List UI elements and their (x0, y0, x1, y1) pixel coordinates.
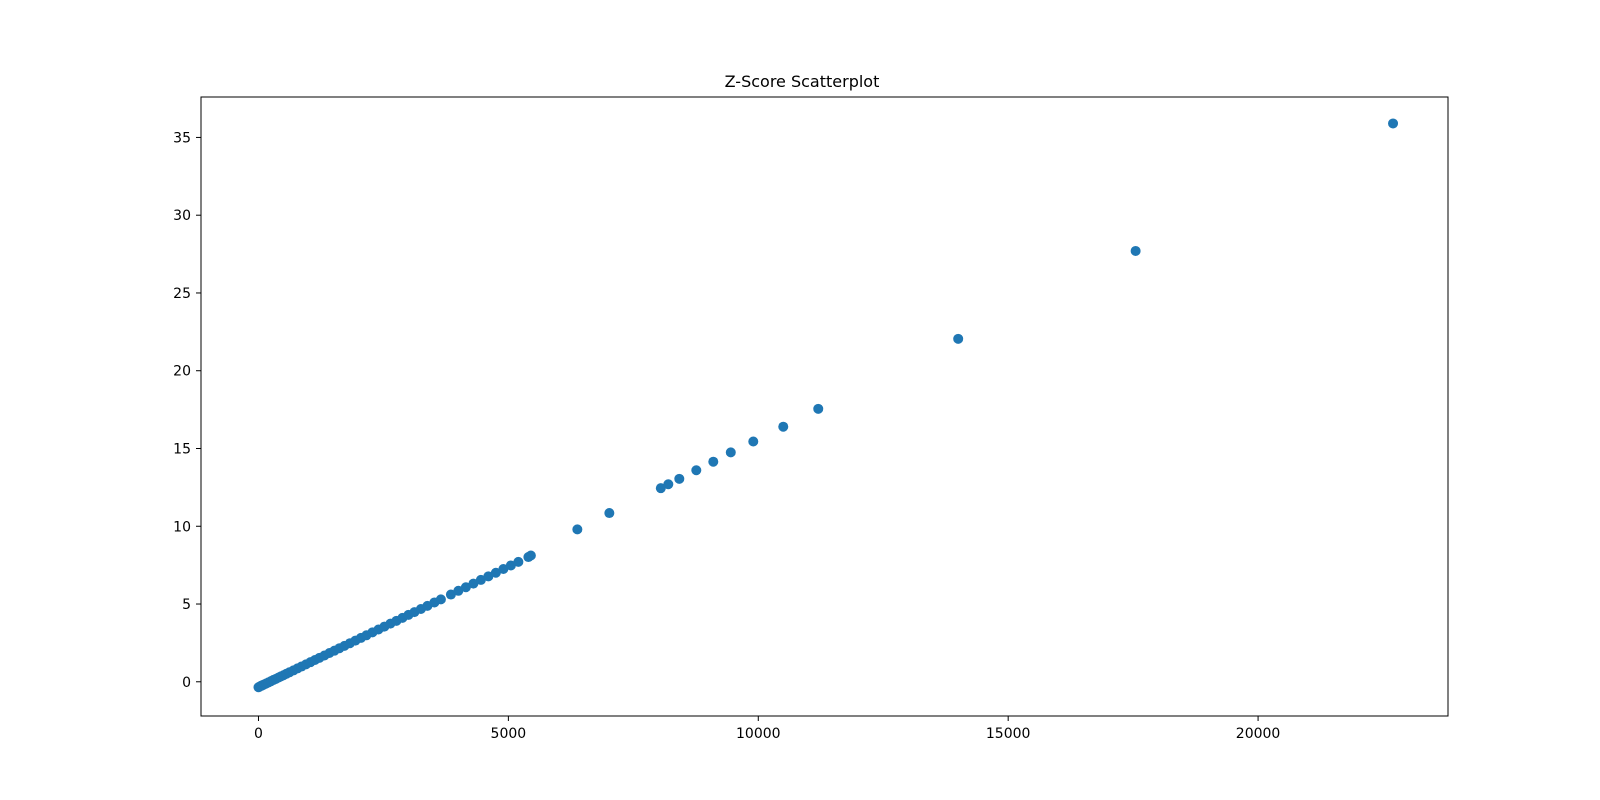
scatter-point (813, 403, 824, 414)
scatter-point (725, 447, 736, 458)
x-axis: 0 5000 10000 15000 20000 (254, 716, 1280, 742)
scatter-point (475, 574, 486, 585)
scatter-point (468, 578, 479, 589)
scatter-point (445, 589, 456, 600)
scatter-points (253, 118, 1399, 693)
x-tick-label: 15000 (986, 726, 1031, 742)
y-tick-label: 30 (173, 208, 191, 224)
scatter-point (691, 465, 702, 476)
scatter-point (604, 508, 615, 519)
y-tick-label: 35 (173, 130, 191, 146)
scatter-point (708, 456, 719, 467)
x-tick-label: 5000 (491, 726, 527, 742)
scatter-point (572, 524, 583, 535)
scatter-point (1130, 245, 1141, 256)
y-tick-label: 15 (173, 441, 191, 457)
scatter-point (655, 483, 666, 494)
x-tick-label: 20000 (1236, 726, 1281, 742)
y-axis: 0 5 10 15 20 25 30 35 (173, 130, 201, 691)
y-tick-label: 25 (173, 286, 191, 302)
scatter-point (483, 571, 494, 582)
scatter-point (748, 436, 759, 447)
scatter-point (663, 479, 674, 490)
scatter-point (498, 564, 509, 575)
x-tick-label: 10000 (736, 726, 781, 742)
y-tick-label: 10 (173, 519, 191, 535)
y-tick-label: 20 (173, 364, 191, 380)
plot-area-frame (200, 96, 1449, 717)
scatter-point (674, 473, 685, 484)
y-tick-label: 5 (182, 597, 191, 613)
y-tick-label: 0 (182, 675, 191, 691)
scatter-point (505, 560, 516, 571)
scatter-point (435, 594, 446, 605)
scatter-point (1388, 118, 1399, 129)
scatter-point (490, 567, 501, 578)
scatter-point (778, 421, 789, 432)
scatter-point (953, 333, 964, 344)
x-tick-label: 0 (254, 726, 263, 742)
chart-title: Z-Score Scatterplot (725, 72, 880, 91)
scatter-point (525, 550, 536, 561)
scatter-point (453, 585, 464, 596)
scatter-point (460, 582, 471, 593)
scatter-point (513, 556, 524, 567)
